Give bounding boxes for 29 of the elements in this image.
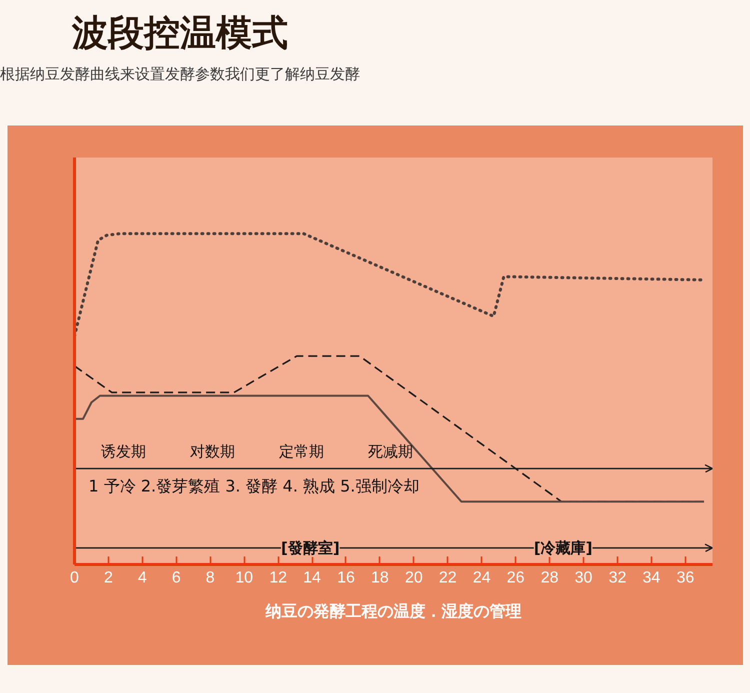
x-axis-title: 纳豆の発酵工程の温度．湿度の管理 bbox=[264, 602, 522, 620]
x-tick-label: 10 bbox=[235, 570, 254, 586]
chart-subtitle: 根据纳豆发酵曲线来设置发酵参数我们更了解纳豆发酵 bbox=[0, 64, 360, 84]
x-tick-label: 6 bbox=[172, 570, 181, 586]
x-tick-label: 34 bbox=[642, 570, 660, 586]
x-tick-label: 36 bbox=[676, 570, 694, 586]
annotation: 死减期 bbox=[368, 442, 413, 461]
x-tick-label: 8 bbox=[206, 570, 215, 586]
x-tick-label: 0 bbox=[70, 570, 80, 586]
x-tick-label: 22 bbox=[438, 570, 457, 586]
x-tick-label: 26 bbox=[506, 570, 525, 586]
annotation: 诱发期 bbox=[101, 442, 146, 461]
annotation: [發酵室] bbox=[281, 538, 340, 557]
x-tick-label: 28 bbox=[540, 570, 559, 586]
annotation: 1 予冷 2.發芽繁殖 3. 發酵 4. 熟成 5.强制冷却 bbox=[88, 476, 420, 496]
x-tick-label: 20 bbox=[404, 570, 423, 586]
x-tick-label: 2 bbox=[104, 570, 113, 586]
annotation: 对数期 bbox=[190, 442, 235, 461]
x-tick-label: 14 bbox=[303, 570, 322, 586]
x-tick-label: 16 bbox=[337, 570, 355, 586]
annotation: 定常期 bbox=[279, 442, 324, 461]
x-tick-label: 4 bbox=[138, 570, 147, 586]
x-tick-label: 24 bbox=[472, 570, 491, 586]
x-tick-label: 30 bbox=[574, 570, 593, 586]
annotation: [冷藏庫] bbox=[534, 538, 593, 557]
chart-title: 波段控温模式 bbox=[70, 12, 289, 56]
x-tick-label: 18 bbox=[371, 570, 389, 586]
x-tick-label: 32 bbox=[608, 570, 626, 586]
x-tick-label: 12 bbox=[269, 570, 288, 586]
